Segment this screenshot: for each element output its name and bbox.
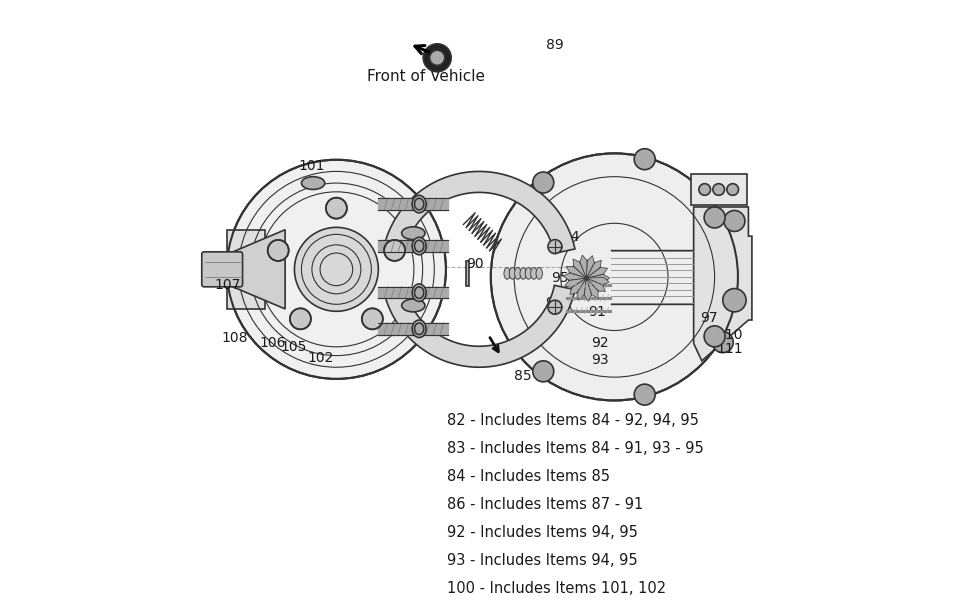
Ellipse shape xyxy=(412,284,425,301)
Polygon shape xyxy=(586,278,598,298)
Ellipse shape xyxy=(401,227,424,239)
Polygon shape xyxy=(227,230,285,309)
Ellipse shape xyxy=(414,198,423,210)
Polygon shape xyxy=(586,260,601,278)
Text: 105: 105 xyxy=(280,340,307,354)
Polygon shape xyxy=(383,172,575,253)
Circle shape xyxy=(723,211,744,232)
Polygon shape xyxy=(384,286,575,367)
Polygon shape xyxy=(563,273,586,280)
Ellipse shape xyxy=(412,237,425,255)
Text: 98: 98 xyxy=(447,352,464,365)
Circle shape xyxy=(422,44,451,72)
Text: 83 - Includes Items 84 - 91, 93 - 95: 83 - Includes Items 84 - 91, 93 - 95 xyxy=(447,442,703,457)
Circle shape xyxy=(429,50,445,65)
Polygon shape xyxy=(583,278,591,301)
Text: Front of Vehicle: Front of Vehicle xyxy=(366,69,484,84)
Ellipse shape xyxy=(515,268,520,279)
Text: 111: 111 xyxy=(716,342,742,356)
Circle shape xyxy=(490,154,737,400)
Polygon shape xyxy=(227,230,265,309)
Text: 85: 85 xyxy=(514,369,531,383)
Text: 90: 90 xyxy=(466,257,484,271)
Text: 89: 89 xyxy=(546,38,563,52)
Circle shape xyxy=(712,184,724,196)
Text: 88: 88 xyxy=(484,354,501,368)
Polygon shape xyxy=(577,278,586,300)
Text: 97: 97 xyxy=(700,311,717,325)
Text: 92: 92 xyxy=(591,337,609,350)
Text: 92 - Includes Items 94, 95: 92 - Includes Items 94, 95 xyxy=(447,525,638,540)
Text: 107: 107 xyxy=(214,278,240,292)
Text: 93: 93 xyxy=(591,353,609,367)
Ellipse shape xyxy=(414,240,423,252)
Polygon shape xyxy=(564,278,586,287)
Polygon shape xyxy=(579,255,586,278)
Ellipse shape xyxy=(414,287,423,298)
Ellipse shape xyxy=(547,239,561,254)
Circle shape xyxy=(711,332,733,353)
Circle shape xyxy=(227,160,446,379)
FancyBboxPatch shape xyxy=(202,252,242,287)
Circle shape xyxy=(295,227,378,311)
Ellipse shape xyxy=(412,320,425,338)
Ellipse shape xyxy=(401,299,424,312)
Ellipse shape xyxy=(525,268,531,279)
Circle shape xyxy=(267,240,289,261)
Circle shape xyxy=(384,240,405,261)
Ellipse shape xyxy=(530,268,537,279)
Ellipse shape xyxy=(414,323,423,335)
Ellipse shape xyxy=(301,176,325,190)
Polygon shape xyxy=(570,278,586,295)
Polygon shape xyxy=(586,256,594,278)
Circle shape xyxy=(290,308,311,329)
Circle shape xyxy=(726,184,737,196)
Circle shape xyxy=(698,184,710,196)
Polygon shape xyxy=(586,274,610,282)
Circle shape xyxy=(361,308,383,329)
Ellipse shape xyxy=(504,268,510,279)
Circle shape xyxy=(532,172,553,193)
Circle shape xyxy=(703,207,725,228)
Ellipse shape xyxy=(412,196,425,213)
Ellipse shape xyxy=(509,268,516,279)
Circle shape xyxy=(634,149,654,170)
Polygon shape xyxy=(573,259,586,278)
Circle shape xyxy=(326,197,347,218)
Polygon shape xyxy=(586,278,605,292)
Polygon shape xyxy=(586,277,609,284)
Polygon shape xyxy=(693,207,751,361)
Circle shape xyxy=(722,289,745,312)
Circle shape xyxy=(703,326,725,347)
Text: 91: 91 xyxy=(588,305,606,319)
Text: 93 - Includes Items 94, 95: 93 - Includes Items 94, 95 xyxy=(447,553,637,568)
Text: 87: 87 xyxy=(496,181,514,195)
Ellipse shape xyxy=(519,268,526,279)
Text: 106: 106 xyxy=(259,337,285,350)
Text: 100 - Includes Items 101, 102: 100 - Includes Items 101, 102 xyxy=(447,581,666,596)
Text: 102: 102 xyxy=(307,352,333,365)
Circle shape xyxy=(634,384,654,405)
Polygon shape xyxy=(566,266,586,278)
Circle shape xyxy=(569,260,604,296)
FancyBboxPatch shape xyxy=(690,175,746,205)
Polygon shape xyxy=(465,260,469,286)
Text: 84 - Includes Items 85: 84 - Includes Items 85 xyxy=(447,469,610,484)
Polygon shape xyxy=(586,268,607,278)
Text: 82 - Includes Items 84 - 92, 94, 95: 82 - Includes Items 84 - 92, 94, 95 xyxy=(447,413,699,428)
Circle shape xyxy=(532,361,553,382)
Text: 110: 110 xyxy=(716,328,742,342)
Text: 86 - Includes Items 87 - 91: 86 - Includes Items 87 - 91 xyxy=(447,497,642,512)
Text: 101: 101 xyxy=(297,159,325,173)
Ellipse shape xyxy=(536,268,542,279)
Ellipse shape xyxy=(547,300,561,314)
Text: 96: 96 xyxy=(545,296,562,310)
Text: 94: 94 xyxy=(562,230,579,244)
Text: 95: 95 xyxy=(550,271,568,285)
Text: 108: 108 xyxy=(221,331,247,344)
